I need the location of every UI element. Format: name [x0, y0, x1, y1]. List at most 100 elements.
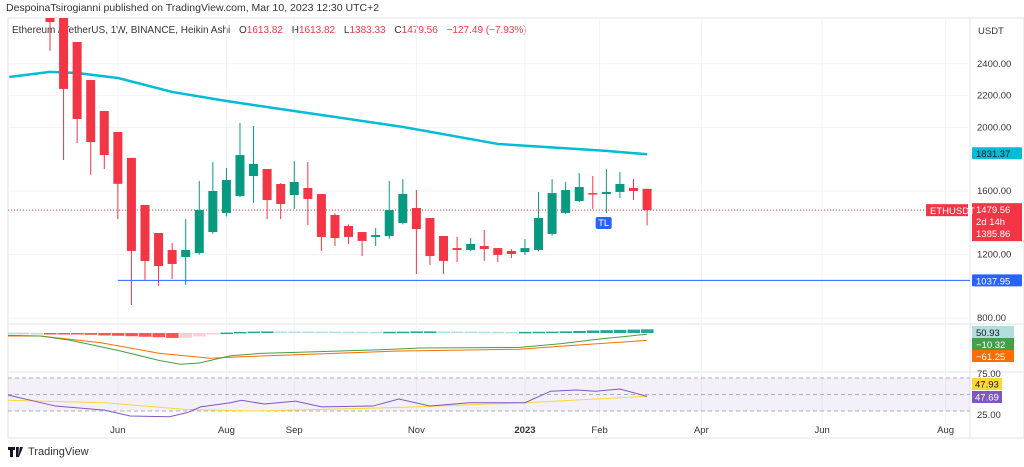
- tradingview-logo[interactable]: TradingView: [8, 446, 89, 458]
- currency-label: USDT: [978, 26, 1004, 37]
- candle-down: [113, 132, 123, 184]
- time-tick-label: 2023: [514, 425, 535, 436]
- macd-histogram-bar: [125, 333, 138, 337]
- rsi-tick-label: 25.00: [977, 410, 1001, 421]
- candle-down: [425, 218, 435, 257]
- macd-histogram-bar: [518, 331, 532, 334]
- candle-up: [249, 163, 259, 177]
- candle-down: [167, 249, 177, 264]
- macd-histogram-bar: [179, 333, 193, 338]
- candle-down: [411, 208, 421, 230]
- bar-countdown: 2d 14h: [976, 217, 1005, 228]
- symbol-tag: ETHUSDT: [930, 206, 975, 217]
- macd-histogram-bar: [532, 331, 546, 334]
- candle-down: [642, 188, 652, 211]
- candle-down: [99, 111, 109, 156]
- macd-histogram-bar: [8, 332, 21, 335]
- macd-histogram-bar: [166, 333, 179, 338]
- candle-down: [262, 169, 272, 201]
- candle-down: [86, 80, 96, 143]
- candle-up: [398, 194, 408, 223]
- change-value: −127.49 (−7.93%): [446, 25, 527, 36]
- support-price-tag-bg: [972, 274, 1022, 287]
- symbol-legend: Ethereum / TetherUS, 1W, BINANCE, Heikin…: [12, 25, 527, 36]
- price-tick-label: 800.00: [977, 313, 1006, 324]
- price-tick-label: 1600.00: [977, 186, 1011, 197]
- candle-down: [154, 232, 164, 267]
- symbol-name[interactable]: Ethereum / TetherUS, 1W, BINANCE, Heikin…: [12, 25, 231, 36]
- macd-histogram-bar: [233, 331, 247, 334]
- rsi-band: [8, 378, 970, 411]
- macd-histogram-bar: [71, 333, 84, 335]
- macd-histogram-bar: [356, 331, 369, 334]
- candle-up: [534, 218, 544, 250]
- last-price-tag: 1479.56: [976, 205, 1010, 216]
- macd-histogram-bar: [546, 331, 559, 334]
- trendline-badge: [595, 217, 612, 229]
- time-axis: Jun Aug Sep Nov 2023 Feb Apr Jun Aug: [110, 425, 954, 436]
- macd-signal-tag-bg: [972, 350, 1014, 362]
- candle-down: [72, 42, 82, 119]
- candle-up: [615, 184, 625, 192]
- price-tick-label: 2200.00: [977, 91, 1011, 102]
- candle-up: [289, 181, 299, 195]
- macd-histogram-bar: [138, 333, 152, 337]
- time-tick-label: Apr: [694, 425, 709, 436]
- macd-histogram-bar: [220, 332, 233, 335]
- price-tick-label: 2400.00: [977, 59, 1011, 70]
- candles: TL: [8, 18, 970, 306]
- time-tick-label: Nov: [408, 425, 425, 436]
- macd-histogram-bar: [247, 331, 261, 334]
- macd-histogram-bar: [152, 333, 166, 338]
- rsi-ma-tag: 47.93: [975, 380, 999, 391]
- support-price-tag: 1037.95: [976, 276, 1010, 287]
- macd-histogram-bar: [478, 331, 491, 334]
- low-price-tag: 1385.86: [976, 229, 1010, 240]
- macd-signal-tag: −61.25: [976, 352, 1005, 363]
- macd-histogram-bar: [600, 330, 613, 333]
- macd-histogram-bar: [383, 331, 396, 334]
- candle-down: [506, 250, 516, 254]
- candle-down: [493, 248, 503, 255]
- macd-histogram-tag-bg: [972, 326, 1014, 338]
- macd-histogram-bar: [301, 331, 315, 334]
- rsi-pane: 75.00 25.00 47.93 47.69: [7, 369, 1002, 421]
- macd-histogram-bar: [491, 331, 505, 334]
- last-price-tag-bg: [972, 203, 1022, 242]
- macd-histogram-bar: [261, 331, 274, 333]
- macd-histogram-bar: [641, 329, 654, 333]
- macd-signal-line: [8, 335, 648, 359]
- time-tick-label: Jun: [110, 425, 125, 436]
- macd-histogram-bar: [396, 331, 410, 334]
- trendline-badge-label: TL: [598, 218, 609, 229]
- macd-histogram-bar: [44, 333, 57, 335]
- macd-histogram-bar: [84, 333, 98, 335]
- macd-histogram-tag: 50.93: [976, 328, 1000, 339]
- candle-up: [561, 190, 571, 213]
- macd-histogram-bar: [573, 330, 586, 333]
- macd-value-tag: −10.32: [976, 340, 1005, 351]
- macd-histogram-bar: [193, 333, 206, 337]
- macd-histogram-bar: [98, 333, 111, 336]
- macd-histogram-bar: [423, 331, 437, 333]
- macd-histogram-bar: [328, 331, 342, 334]
- candle-up: [194, 210, 204, 254]
- candle-down: [303, 187, 313, 199]
- macd-histogram-bar: [57, 333, 71, 335]
- candle-down: [344, 225, 354, 237]
- macd-histogram-bar: [586, 330, 600, 333]
- moving-average-line: [9, 70, 648, 156]
- macd-histogram-bar: [559, 331, 573, 333]
- candle-down: [357, 232, 367, 241]
- high-label: H: [291, 25, 299, 36]
- high-value: 1613.82: [298, 25, 336, 36]
- ma-price-tag: 1831.37: [976, 149, 1010, 160]
- macd-histogram-bar: [111, 333, 125, 336]
- macd-histogram-bar: [451, 331, 464, 334]
- macd-histogram-bar: [627, 329, 641, 333]
- ma-price-tag-bg: [972, 147, 1022, 160]
- grid: [7, 17, 1024, 439]
- candle-up: [520, 248, 530, 253]
